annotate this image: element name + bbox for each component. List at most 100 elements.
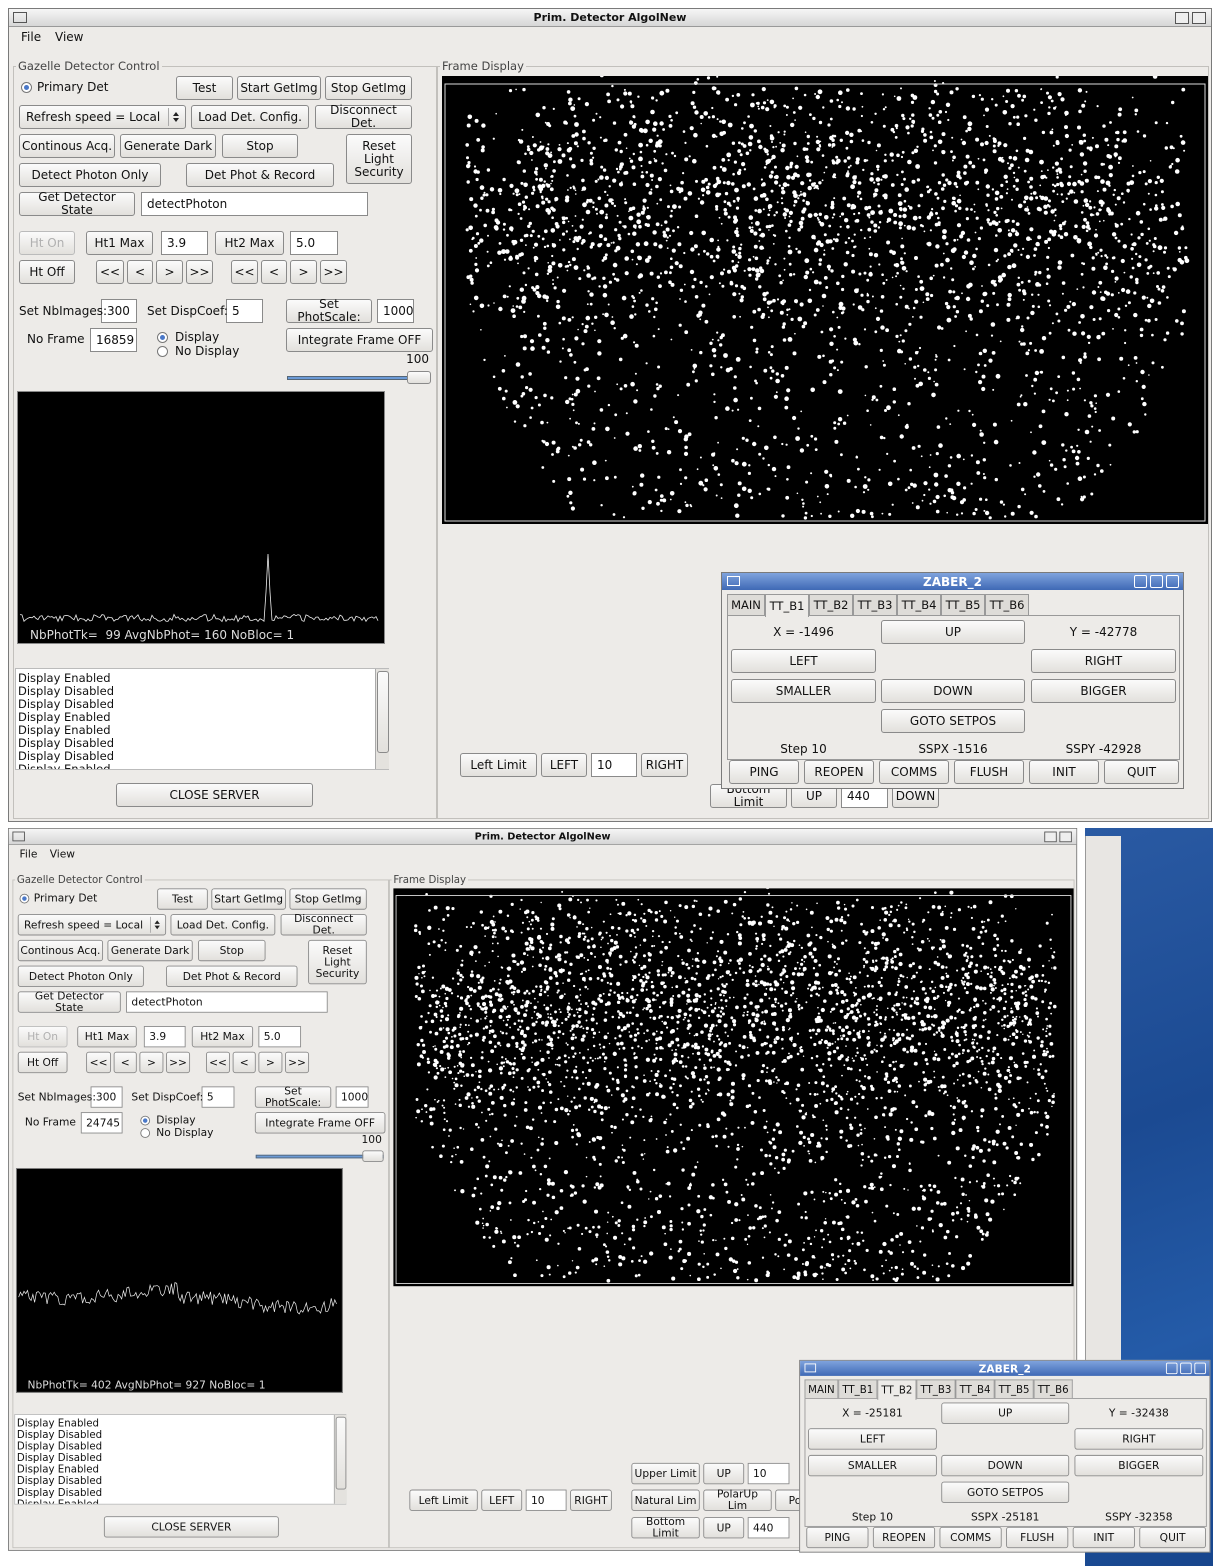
button[interactable]: > — [139, 1051, 164, 1074]
button[interactable]: << — [96, 260, 124, 284]
button[interactable]: Set PhotScale: — [286, 298, 372, 324]
button[interactable]: Stop — [198, 939, 266, 962]
button[interactable]: Detect Photon Only — [19, 163, 161, 187]
button[interactable]: >> — [320, 260, 347, 284]
button[interactable]: << — [231, 260, 258, 284]
text-field[interactable]: detectPhoton — [126, 991, 328, 1013]
text-field[interactable]: 5 — [226, 299, 263, 323]
button[interactable]: CLOSE SERVER — [103, 1516, 279, 1538]
button[interactable]: CLOSE SERVER — [116, 783, 313, 807]
button[interactable]: Stop — [222, 134, 298, 158]
tab[interactable]: TT_B2 — [809, 594, 853, 615]
button[interactable]: UP — [881, 620, 1025, 644]
dropdown[interactable]: Refresh speed = Local — [19, 105, 186, 129]
button[interactable]: Test — [157, 888, 208, 910]
button[interactable]: Generate Dark — [107, 939, 193, 962]
window-control[interactable] — [1175, 12, 1189, 24]
slider-knob[interactable] — [362, 1150, 384, 1162]
button[interactable]: GOTO SETPOS — [881, 709, 1025, 733]
button[interactable]: Det Phot & Record — [166, 965, 298, 987]
text-field[interactable]: 5.0 — [290, 231, 338, 255]
button[interactable]: Get Detector State — [19, 191, 135, 217]
button[interactable]: Stop GetImg — [325, 76, 412, 100]
button[interactable]: Continous Acq. — [17, 939, 104, 962]
radio-button[interactable] — [140, 1128, 151, 1138]
button[interactable]: Get Detector State — [17, 990, 121, 1013]
text-field[interactable]: 1000 — [335, 1086, 369, 1108]
dropdown[interactable]: Refresh speed = Local — [17, 914, 167, 936]
button[interactable]: << — [86, 1051, 112, 1074]
text-field[interactable]: detectPhoton — [141, 192, 368, 216]
button[interactable]: >> — [186, 260, 213, 284]
button[interactable]: RIGHT — [641, 753, 688, 777]
tab[interactable]: TT_B5 — [941, 594, 985, 615]
button[interactable]: Ht On — [19, 231, 75, 255]
tab[interactable]: TT_B4 — [897, 594, 941, 615]
button[interactable]: < — [113, 1051, 137, 1074]
menu-item[interactable]: File — [21, 30, 42, 44]
button[interactable]: >> — [285, 1051, 310, 1074]
tab[interactable]: TT_B1 — [765, 594, 809, 617]
menu-item[interactable]: View — [49, 847, 76, 860]
button[interactable]: Reset Light Security — [308, 939, 367, 985]
button[interactable]: Set PhotScale: — [254, 1085, 332, 1108]
button[interactable]: > — [290, 260, 317, 284]
button[interactable]: COMMS — [879, 760, 949, 784]
button[interactable]: Start GetImg — [237, 76, 321, 100]
radio-button[interactable] — [21, 82, 32, 93]
button[interactable]: SMALLER — [731, 679, 876, 703]
button[interactable]: Generate Dark — [120, 134, 216, 158]
button[interactable]: Ht1 Max — [77, 1026, 137, 1048]
button[interactable]: Integrate Frame OFF — [254, 1112, 386, 1134]
button[interactable]: PING — [729, 760, 799, 784]
button[interactable]: << — [206, 1051, 230, 1074]
text-field[interactable]: 16859 — [90, 328, 137, 352]
button[interactable]: Disconnect Det. — [315, 104, 412, 130]
button[interactable]: LEFT — [731, 649, 876, 673]
button[interactable]: BIGGER — [1031, 679, 1176, 703]
text-field[interactable]: 5.0 — [258, 1026, 302, 1048]
button[interactable]: LEFT — [541, 753, 587, 777]
window-control[interactable] — [1059, 831, 1072, 843]
text-field[interactable]: 5 — [201, 1086, 235, 1108]
window-control[interactable] — [1150, 575, 1163, 588]
button[interactable]: >> — [166, 1051, 191, 1074]
text-field[interactable]: 10 — [591, 753, 637, 777]
button[interactable]: Integrate Frame OFF — [286, 328, 433, 352]
button[interactable]: Ht1 Max — [86, 231, 153, 255]
tab[interactable]: TT_B3 — [853, 594, 897, 615]
text-field[interactable]: 300 — [101, 299, 137, 323]
menu-item[interactable]: View — [55, 30, 84, 44]
scrollbar[interactable] — [333, 1414, 347, 1504]
scrollbar[interactable] — [375, 669, 389, 769]
window-control[interactable] — [1192, 12, 1206, 24]
button[interactable]: Ht2 Max — [191, 1026, 254, 1048]
button[interactable]: Load Det. Config. — [191, 105, 309, 129]
window-control[interactable] — [1044, 831, 1057, 843]
button[interactable]: Det Phot & Record — [186, 163, 334, 187]
button[interactable]: Ht Off — [17, 1051, 68, 1074]
button[interactable]: Stop GetImg — [289, 888, 367, 910]
button[interactable]: > — [258, 1051, 283, 1074]
button[interactable]: > — [156, 260, 183, 284]
text-field[interactable]: 24745 — [80, 1112, 123, 1134]
button[interactable]: < — [261, 260, 287, 284]
slider-knob[interactable] — [407, 371, 431, 384]
button[interactable]: INIT — [1029, 760, 1099, 784]
button[interactable]: Left Limit — [460, 753, 537, 777]
radio-button[interactable] — [157, 332, 168, 343]
radio-button[interactable] — [157, 346, 168, 357]
text-field[interactable]: 300 — [90, 1086, 123, 1108]
text-field[interactable]: 3.9 — [143, 1026, 186, 1048]
button[interactable]: < — [232, 1051, 256, 1074]
button[interactable]: Continous Acq. — [19, 134, 115, 158]
window-control[interactable] — [1166, 575, 1179, 588]
button[interactable]: DOWN — [881, 679, 1025, 703]
scroll-thumb[interactable] — [335, 1416, 347, 1490]
radio-button[interactable] — [140, 1115, 151, 1126]
button[interactable]: Start GetImg — [211, 888, 286, 910]
button[interactable]: Reset Light Security — [346, 134, 412, 184]
tab[interactable]: TT_B6 — [985, 594, 1029, 615]
button[interactable]: REOPEN — [804, 760, 874, 784]
button[interactable]: Disconnect Det. — [280, 913, 367, 936]
